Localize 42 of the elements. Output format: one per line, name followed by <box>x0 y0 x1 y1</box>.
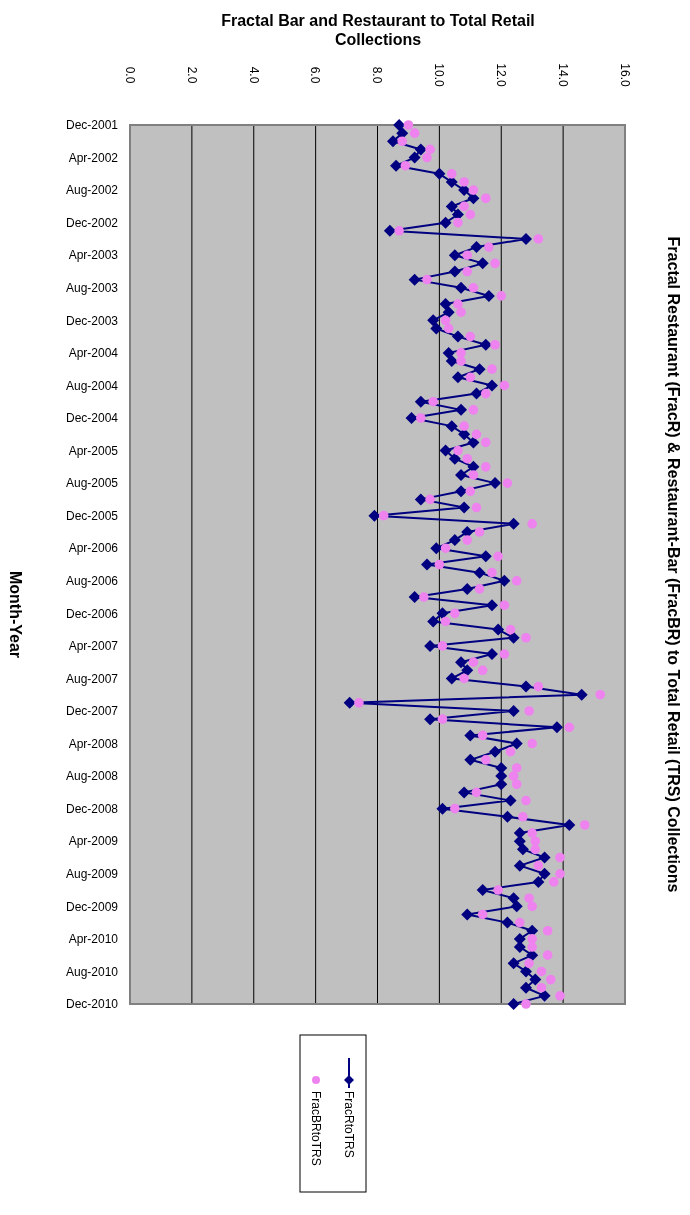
y-tick-label: Apr-2007 <box>68 639 119 654</box>
legend-label: FracBRtoTRS <box>308 1091 323 1166</box>
x-tick-label: 12.0 <box>494 63 509 87</box>
y-tick-label: Dec-2007 <box>65 704 119 719</box>
y-tick-label: Dec-2006 <box>65 606 119 621</box>
y-tick-label: Apr-2008 <box>68 736 119 751</box>
y-tick-label: Aug-2005 <box>65 476 119 491</box>
y-tick-label: Apr-2010 <box>68 932 119 947</box>
y-tick-label: Dec-2003 <box>65 313 119 328</box>
y-tick-label: Aug-2006 <box>65 573 119 588</box>
x-tick-label: 14.0 <box>555 63 570 87</box>
text: Fractal Restaurant (FracR) & Restaurant-Bar (FracBR) to Total Retail (TRS) Collections <box>665 236 682 893</box>
y-tick-label: Aug-2002 <box>65 183 119 198</box>
y-tick-label: Apr-2003 <box>68 248 119 263</box>
y-tick-label: Dec-2005 <box>65 508 119 523</box>
y-tick-label: Dec-2008 <box>65 801 119 816</box>
y-tick-label: Dec-2009 <box>65 899 119 914</box>
y-tick-label: Aug-2010 <box>65 964 119 979</box>
y-tick-label: Aug-2007 <box>65 671 119 686</box>
x-tick-label: 16.0 <box>617 63 632 87</box>
y-axis-title: Month-Year <box>7 570 24 659</box>
y-tick-label: Dec-2004 <box>65 411 119 426</box>
x-axis-title: Fractal Bar and Restaurant to Total Retail Collections <box>221 12 535 48</box>
x-tick-label: 8.0 <box>370 66 385 84</box>
y-tick-label: Aug-2003 <box>65 280 119 295</box>
x-tick-label: 4.0 <box>246 66 261 84</box>
y-tick-label: Apr-2002 <box>68 150 119 165</box>
y-tick-label: Apr-2009 <box>68 834 119 849</box>
y-tick-label: Apr-2005 <box>68 443 119 458</box>
y-tick-label: Apr-2006 <box>68 541 119 556</box>
y-tick-label: Dec-2001 <box>65 118 119 133</box>
y-tick-label: Apr-2004 <box>68 346 119 361</box>
y-tick-label: Aug-2008 <box>65 769 119 784</box>
x-tick-label: 0.0 <box>122 66 137 84</box>
x-tick-label: 6.0 <box>308 66 323 84</box>
y-tick-label: Aug-2004 <box>65 378 119 393</box>
x-tick-label: 10.0 <box>432 63 447 87</box>
y-tick-label: Dec-2002 <box>65 215 119 230</box>
x-tick-label: 2.0 <box>184 66 199 84</box>
y-tick-label: Dec-2010 <box>65 997 119 1012</box>
y-tick-label: Aug-2009 <box>65 866 119 881</box>
legend-label: FracRtoTRS <box>341 1091 356 1158</box>
